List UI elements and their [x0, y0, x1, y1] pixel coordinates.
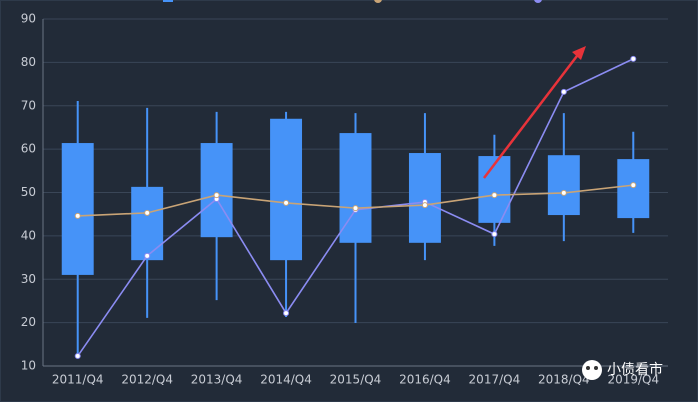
x-tick-label: 2012/Q4	[121, 373, 173, 387]
point	[560, 88, 567, 95]
legend-icon	[534, 0, 542, 3]
point	[630, 182, 637, 189]
x-tick-label: 2016/Q4	[399, 373, 451, 387]
point	[144, 252, 151, 259]
point	[352, 205, 359, 212]
point	[283, 310, 290, 317]
box	[617, 159, 650, 219]
box	[547, 155, 580, 216]
y-tick-label: 60	[21, 142, 36, 156]
point	[74, 353, 81, 360]
x-tick-label: 2018/Q4	[538, 373, 590, 387]
y-tick-label: 40	[21, 228, 36, 242]
annotation-arrowhead	[572, 46, 586, 60]
x-tick-label: 2013/Q4	[191, 373, 243, 387]
point	[144, 209, 151, 216]
annotation-arrow	[483, 51, 581, 179]
x-tick-label: 2014/Q4	[260, 373, 312, 387]
watermark-icon	[586, 366, 590, 370]
legend-icon	[374, 0, 382, 3]
legend-icon	[163, 0, 173, 2]
point	[421, 202, 428, 209]
box	[131, 186, 164, 261]
y-tick-label: 10	[21, 359, 36, 373]
point	[560, 189, 567, 196]
y-tick-label: 30	[21, 272, 36, 286]
box	[61, 143, 94, 275]
x-tick-label: 2017/Q4	[469, 373, 521, 387]
box	[200, 143, 233, 238]
y-tick-label: 90	[21, 12, 36, 26]
watermark: 小债看市	[582, 360, 663, 380]
point	[283, 199, 290, 206]
x-tick-label: 2011/Q4	[52, 373, 104, 387]
watermark-icon	[594, 366, 598, 370]
box	[408, 153, 441, 243]
y-tick-label: 70	[21, 98, 36, 112]
watermark-icon	[582, 360, 602, 380]
y-tick-label: 20	[21, 315, 36, 329]
point	[213, 192, 220, 199]
box	[270, 118, 303, 261]
point	[491, 192, 498, 199]
legend-hint	[163, 0, 542, 3]
y-tick-label: 80	[21, 55, 36, 69]
point	[74, 212, 81, 219]
point	[491, 231, 498, 238]
watermark-text: 小债看市	[607, 361, 663, 378]
y-tick-label: 50	[21, 185, 36, 199]
point	[630, 55, 637, 62]
x-tick-label: 2019/Q4	[607, 373, 659, 387]
x-tick-label: 2015/Q4	[330, 373, 382, 387]
